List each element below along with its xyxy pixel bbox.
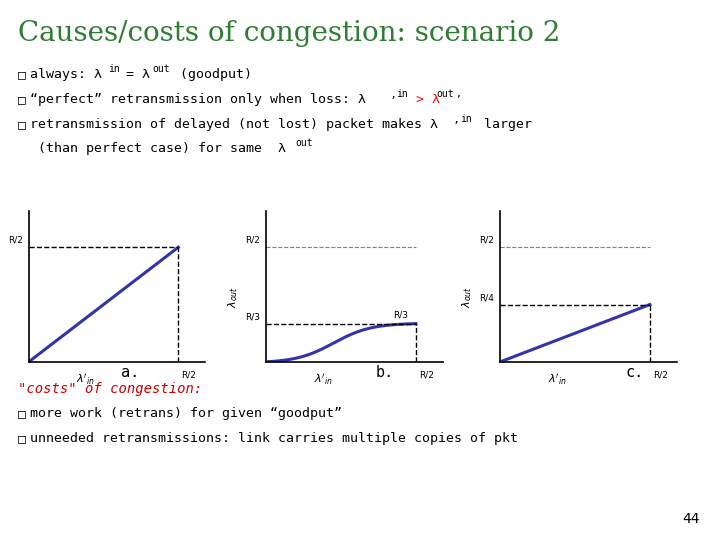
Text: = λ: = λ bbox=[118, 68, 150, 81]
Text: in: in bbox=[396, 89, 408, 99]
Text: out: out bbox=[436, 89, 454, 99]
Text: □: □ bbox=[18, 118, 26, 131]
Text: larger: larger bbox=[476, 118, 532, 131]
Text: □: □ bbox=[18, 68, 26, 81]
Text: in: in bbox=[460, 114, 472, 124]
Text: b.: b. bbox=[376, 365, 394, 380]
Text: R/2: R/2 bbox=[419, 371, 433, 380]
Text: $\lambda_{out}$: $\lambda_{out}$ bbox=[0, 286, 3, 308]
Text: 44: 44 bbox=[683, 512, 700, 526]
Text: □: □ bbox=[18, 432, 26, 445]
Text: R/3: R/3 bbox=[393, 310, 408, 319]
Text: R/2: R/2 bbox=[8, 236, 23, 245]
Text: (than perfect case) for same  λ: (than perfect case) for same λ bbox=[38, 142, 286, 155]
Text: $\lambda_{out}$: $\lambda_{out}$ bbox=[461, 286, 474, 308]
Text: (goodput): (goodput) bbox=[172, 68, 252, 81]
Text: retransmission of delayed (not lost) packet makes λ: retransmission of delayed (not lost) pac… bbox=[30, 118, 438, 131]
Text: R/4: R/4 bbox=[480, 293, 495, 302]
Text: ’: ’ bbox=[453, 121, 460, 131]
Text: $\lambda'_{in}$: $\lambda'_{in}$ bbox=[76, 372, 95, 387]
Text: ,: , bbox=[455, 89, 461, 99]
Text: □: □ bbox=[18, 93, 26, 106]
Text: $\lambda_{out}$: $\lambda_{out}$ bbox=[227, 286, 240, 308]
Text: Causes/costs of congestion: scenario 2: Causes/costs of congestion: scenario 2 bbox=[18, 20, 560, 47]
Text: out: out bbox=[152, 64, 170, 74]
Text: a.: a. bbox=[121, 365, 139, 380]
Text: R/2: R/2 bbox=[653, 371, 667, 380]
Text: R/2: R/2 bbox=[246, 236, 261, 245]
Text: "costs" of congestion:: "costs" of congestion: bbox=[18, 382, 202, 396]
Text: □: □ bbox=[18, 407, 26, 420]
Text: ’: ’ bbox=[390, 96, 397, 106]
Text: R/3: R/3 bbox=[246, 312, 261, 321]
Text: $\lambda'_{in}$: $\lambda'_{in}$ bbox=[548, 372, 567, 387]
Text: $\lambda'_{in}$: $\lambda'_{in}$ bbox=[314, 372, 333, 387]
Text: always: λ: always: λ bbox=[30, 68, 102, 81]
Text: > λ: > λ bbox=[408, 93, 440, 106]
Text: unneeded retransmissions: link carries multiple copies of pkt: unneeded retransmissions: link carries m… bbox=[30, 432, 518, 445]
Text: c.: c. bbox=[626, 365, 644, 380]
Text: R/2: R/2 bbox=[181, 371, 196, 380]
Text: out: out bbox=[295, 138, 312, 148]
Text: in: in bbox=[108, 64, 120, 74]
Text: R/2: R/2 bbox=[480, 236, 495, 245]
Text: “perfect” retransmission only when loss: λ: “perfect” retransmission only when loss:… bbox=[30, 93, 366, 106]
Text: more work (retrans) for given “goodput”: more work (retrans) for given “goodput” bbox=[30, 407, 342, 420]
